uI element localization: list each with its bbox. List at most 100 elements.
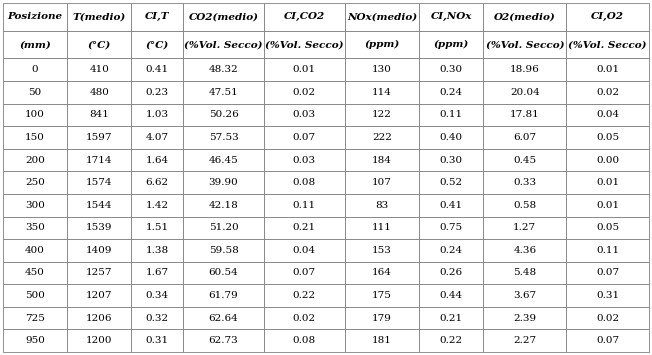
Bar	[566, 149, 649, 171]
Bar	[183, 307, 264, 329]
Text: 130: 130	[372, 65, 392, 74]
Bar	[566, 104, 649, 126]
Bar	[3, 194, 67, 217]
Bar	[183, 31, 264, 59]
Text: 410: 410	[89, 65, 110, 74]
Text: 0.45: 0.45	[513, 155, 537, 165]
Bar	[345, 307, 419, 329]
Text: Posizione: Posizione	[8, 12, 63, 21]
Text: 0.07: 0.07	[293, 268, 316, 278]
Bar	[566, 171, 649, 194]
Text: 181: 181	[372, 336, 392, 345]
Text: 0.30: 0.30	[439, 155, 463, 165]
Bar	[345, 3, 419, 31]
Bar	[566, 126, 649, 149]
Bar	[3, 307, 67, 329]
Text: 0.26: 0.26	[439, 268, 463, 278]
Text: 164: 164	[372, 268, 392, 278]
Bar	[67, 126, 131, 149]
Text: 5.48: 5.48	[513, 268, 537, 278]
Bar	[264, 171, 345, 194]
Bar	[264, 217, 345, 239]
Text: 725: 725	[25, 313, 45, 323]
Text: 1574: 1574	[86, 178, 113, 187]
Bar	[3, 239, 67, 262]
Text: 62.73: 62.73	[209, 336, 239, 345]
Bar	[345, 284, 419, 307]
Bar	[483, 81, 566, 104]
Text: 0.01: 0.01	[293, 65, 316, 74]
Text: 300: 300	[25, 201, 45, 210]
Text: 200: 200	[25, 155, 45, 165]
Bar	[67, 3, 131, 31]
Bar	[264, 284, 345, 307]
Bar	[419, 307, 483, 329]
Bar	[419, 104, 483, 126]
Text: 0.75: 0.75	[439, 223, 463, 232]
Text: 39.90: 39.90	[209, 178, 239, 187]
Text: 0.58: 0.58	[513, 201, 537, 210]
Text: 0.02: 0.02	[293, 88, 316, 97]
Text: 2.27: 2.27	[513, 336, 537, 345]
Bar	[3, 217, 67, 239]
Text: 18.96: 18.96	[510, 65, 540, 74]
Text: 122: 122	[372, 110, 392, 119]
Bar	[3, 149, 67, 171]
Text: 61.79: 61.79	[209, 291, 239, 300]
Bar	[3, 262, 67, 284]
Text: 46.45: 46.45	[209, 155, 239, 165]
Bar	[67, 239, 131, 262]
Bar	[483, 284, 566, 307]
Bar	[131, 329, 183, 352]
Bar	[183, 81, 264, 104]
Text: 841: 841	[89, 110, 110, 119]
Text: 0.08: 0.08	[293, 178, 316, 187]
Text: 6.07: 6.07	[513, 133, 537, 142]
Text: 0.52: 0.52	[439, 178, 463, 187]
Text: O2(medio): O2(medio)	[494, 12, 556, 21]
Bar	[483, 239, 566, 262]
Bar	[483, 329, 566, 352]
Text: 0.02: 0.02	[596, 313, 619, 323]
Text: 153: 153	[372, 246, 392, 255]
Bar	[483, 262, 566, 284]
Bar	[483, 149, 566, 171]
Text: 0.05: 0.05	[596, 133, 619, 142]
Bar	[419, 81, 483, 104]
Text: 0.34: 0.34	[145, 291, 169, 300]
Text: (%Vol. Secco): (%Vol. Secco)	[185, 40, 263, 49]
Bar	[131, 59, 183, 81]
Text: 0.40: 0.40	[439, 133, 463, 142]
Text: 0: 0	[32, 65, 38, 74]
Text: 0.30: 0.30	[439, 65, 463, 74]
Bar	[345, 149, 419, 171]
Bar	[183, 284, 264, 307]
Text: 1.38: 1.38	[145, 246, 169, 255]
Bar	[183, 3, 264, 31]
Text: 0.31: 0.31	[596, 291, 619, 300]
Text: 1.67: 1.67	[145, 268, 169, 278]
Bar	[131, 104, 183, 126]
Bar	[183, 59, 264, 81]
Text: 0.02: 0.02	[596, 88, 619, 97]
Text: 1544: 1544	[86, 201, 113, 210]
Bar	[67, 31, 131, 59]
Bar	[3, 31, 67, 59]
Text: 42.18: 42.18	[209, 201, 239, 210]
Bar	[419, 59, 483, 81]
Bar	[419, 3, 483, 31]
Bar	[131, 81, 183, 104]
Text: 0.22: 0.22	[293, 291, 316, 300]
Text: 1.03: 1.03	[145, 110, 169, 119]
Text: 4.36: 4.36	[513, 246, 537, 255]
Bar	[419, 239, 483, 262]
Bar	[131, 262, 183, 284]
Text: 111: 111	[372, 223, 392, 232]
Text: 500: 500	[25, 291, 45, 300]
Bar	[419, 126, 483, 149]
Bar	[3, 329, 67, 352]
Text: 62.64: 62.64	[209, 313, 239, 323]
Bar	[131, 307, 183, 329]
Bar	[264, 59, 345, 81]
Text: 48.32: 48.32	[209, 65, 239, 74]
